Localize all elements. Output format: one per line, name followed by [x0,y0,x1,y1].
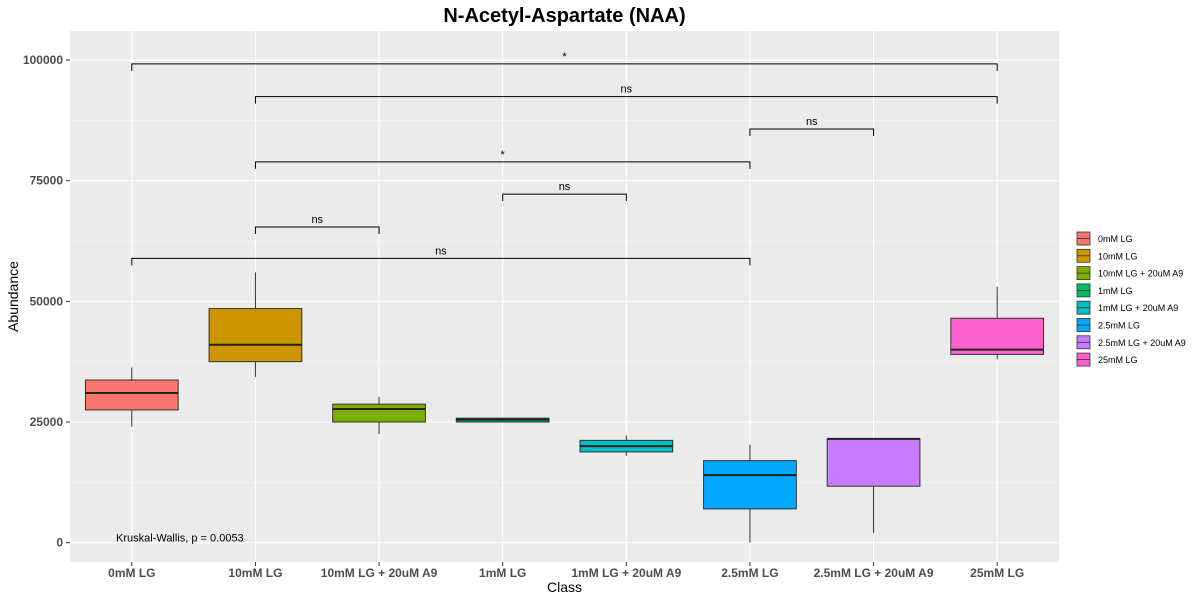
comparison-bracket [254,226,380,234]
legend-label: 0mM LG [1098,234,1133,244]
legend: 0mM LG 10mM LG 10mM LG + 20uM A9 1mM LG 1mM … [1076,231,1186,367]
comparison-label: * [501,149,506,161]
comparison-bracket [254,96,998,104]
box-0mm-lg [84,367,179,427]
box-body [208,308,303,363]
comparison-label: ns [435,245,447,257]
box-body [826,438,921,487]
comparison-bracket [749,128,875,136]
x-tick-label: 2.5mM LG + 20uM A9 [814,566,934,580]
comparison-bracket [254,161,751,169]
legend-item: 25mM LG [1076,352,1138,367]
box-body [703,460,797,510]
box-1mm-lg-20um-a9 [579,435,674,456]
y-tick-label: 75000 [30,174,64,188]
x-tick-label: 2.5mM LG [721,566,778,580]
legend-item: 2.5mM LG [1076,318,1140,332]
legend-item: 2.5mM LG + 20uM A9 [1076,335,1186,350]
legend-label: 1mM LG [1098,286,1133,296]
legend-item: 10mM LG + 20uM A9 [1076,266,1183,281]
y-tick-label: 50000 [30,294,64,308]
box-10mm-lg [208,272,303,378]
x-tick-label: 1mM LG + 20uM A9 [571,566,681,580]
legend-label: 1mM LG + 20uM A9 [1098,303,1178,313]
box-body [84,379,179,411]
box-2-5mm-lg-20um-a9 [826,437,921,534]
legend-item: 1mM LG [1076,283,1133,298]
y-axis: 0 25000 50000 75000 100000 [23,53,70,550]
legend-label: 25mM LG [1098,355,1138,365]
legend-item: 0mM LG [1076,231,1133,246]
comparison-label: * [562,51,567,63]
legend-item: 1mM LG + 20uM A9 [1076,300,1178,315]
significance-brackets: * ns ns * ns ns ns [131,51,998,266]
legend-label: 10mM LG [1098,251,1138,261]
y-tick-label: 0 [56,536,63,550]
box-2-5mm-lg [703,444,797,543]
box-body [950,317,1045,355]
legend-label: 2.5mM LG [1098,321,1140,331]
x-tick-label: 10mM LG [228,566,282,580]
x-tick-label: 1mM LG [479,566,526,580]
comparison-label: ns [559,181,571,193]
box-body [332,403,426,423]
box-25mm-lg [950,286,1045,360]
y-tick-label: 25000 [30,415,64,429]
comparison-label: ns [621,84,633,96]
comparison-label: ns [311,214,323,226]
chart-title: N-Acetyl-Aspartate (NAA) [443,5,685,27]
x-tick-label: 0mM LG [108,566,155,580]
box-10mm-lg-20um-a9 [332,396,426,435]
comparison-bracket [502,193,627,202]
y-tick-label: 100000 [23,53,63,67]
x-axis: 0mM LG 10mM LG 10mM LG + 20uM A9 1mM LG 1mM … [108,562,1024,580]
boxplots [84,272,1045,543]
comparison-bracket [131,257,751,266]
x-tick-label: 25mM LG [970,566,1024,580]
y-axis-title: Abundance [5,261,21,332]
legend-item: 10mM LG [1076,248,1138,263]
legend-label: 2.5mM LG + 20uM A9 [1098,338,1186,348]
comparison-label: ns [806,116,818,128]
box-1mm-lg [455,417,550,423]
x-tick-label: 10mM LG + 20uM A9 [321,566,438,580]
kruskal-wallis-annotation: Kruskal-Wallis, p = 0.0053 [116,533,244,545]
comparison-bracket [131,63,998,71]
x-axis-title: Class [547,579,582,595]
legend-label: 10mM LG + 20uM A9 [1098,269,1183,279]
